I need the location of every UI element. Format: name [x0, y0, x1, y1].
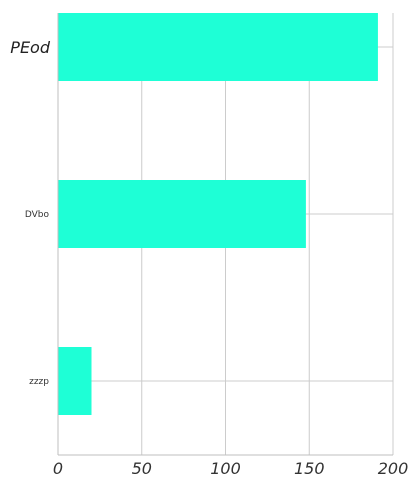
axes [57, 13, 393, 456]
bars [58, 13, 378, 415]
category-label: zzzp [29, 377, 49, 387]
category-label: PEod [10, 38, 51, 57]
bar [58, 13, 378, 81]
bar [58, 180, 306, 248]
category-labels: PEod DVbo zzzp [10, 38, 51, 387]
x-tick-label: 0 [53, 459, 63, 478]
x-tick-labels: 0 50 100 150 200 [53, 459, 408, 478]
x-tick-label: 150 [294, 459, 325, 478]
x-tick-label: 100 [210, 459, 241, 478]
x-tick-label: 200 [378, 459, 409, 478]
bar [58, 347, 92, 415]
x-tick-label: 50 [132, 459, 152, 478]
category-label: DVbo [25, 210, 50, 220]
